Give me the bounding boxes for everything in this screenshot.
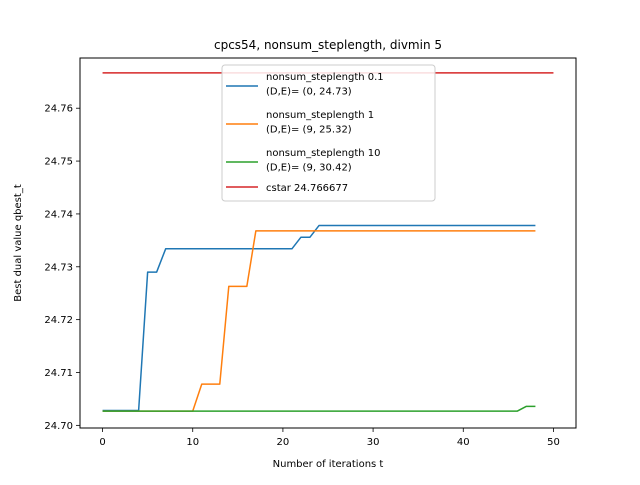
x-axis: 0 10 20 30 40 50: [99, 428, 560, 448]
x-tick-label: 30: [367, 437, 380, 448]
x-tick-label: 40: [457, 437, 470, 448]
x-tick-label: 50: [547, 437, 560, 448]
y-tick-label: 24.70: [44, 421, 73, 432]
x-tick-label: 10: [186, 437, 199, 448]
legend-label-line: (D,E)= (9, 30.42): [266, 163, 352, 174]
legend-box: [221, 64, 436, 202]
legend-label-line: cstar 24.766677: [266, 183, 348, 194]
legend-label-2: nonsum_steplength 1 (D,E)= (9, 25.32): [266, 110, 374, 136]
legend-label-line: nonsum_steplength 0.1: [266, 72, 384, 83]
legend-label-4: cstar 24.766677: [266, 183, 348, 194]
chart-title: cpcs54, nonsum_steplength, divmin 5: [214, 38, 442, 52]
x-tick-label: 0: [99, 437, 105, 448]
legend-label-line: (D,E)= (9, 25.32): [266, 125, 352, 136]
legend-label-line: (D,E)= (0, 24.73): [266, 87, 352, 98]
y-tick-label: 24.74: [44, 209, 73, 220]
y-tick-label: 24.76: [44, 104, 73, 115]
legend-label-line: nonsum_steplength 10: [266, 148, 381, 159]
y-axis-label: Best dual value qbest_t: [13, 184, 24, 302]
legend-label-3: nonsum_steplength 10 (D,E)= (9, 30.42): [266, 148, 381, 174]
y-axis: 24.70 24.71 24.72 24.73 24.74 24.75 24.76: [44, 104, 80, 432]
x-axis-label: Number of iterations t: [273, 459, 384, 470]
legend-label-line: nonsum_steplength 1: [266, 110, 374, 121]
y-tick-label: 24.75: [44, 157, 73, 168]
series-line-2: [102, 230, 536, 412]
y-tick-label: 24.71: [44, 368, 73, 379]
y-tick-label: 24.72: [44, 315, 73, 326]
x-tick-label: 20: [277, 437, 290, 448]
series-line-3: [102, 405, 536, 412]
legend-label-1: nonsum_steplength 0.1 (D,E)= (0, 24.73): [266, 72, 384, 98]
plot-frame: [79, 57, 577, 429]
legend: nonsum_steplength 0.1 (D,E)= (0, 24.73)no…: [221, 64, 436, 202]
y-tick-label: 24.73: [44, 262, 73, 273]
